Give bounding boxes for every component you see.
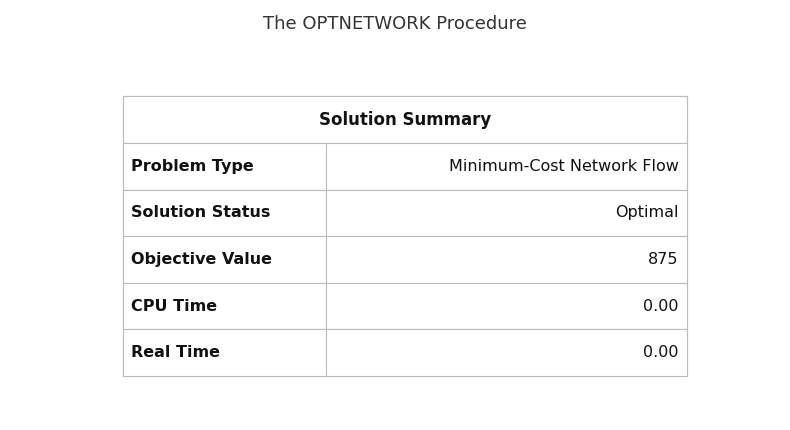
Text: 875: 875 [648, 252, 679, 267]
FancyBboxPatch shape [123, 96, 687, 143]
FancyBboxPatch shape [326, 236, 687, 283]
Text: Solution Summary: Solution Summary [318, 111, 491, 129]
FancyBboxPatch shape [326, 190, 687, 236]
FancyBboxPatch shape [123, 143, 326, 190]
FancyBboxPatch shape [123, 96, 687, 376]
FancyBboxPatch shape [326, 329, 687, 376]
Text: Problem Type: Problem Type [131, 159, 254, 174]
FancyBboxPatch shape [326, 283, 687, 329]
Text: 0.00: 0.00 [643, 345, 679, 360]
Text: 0.00: 0.00 [643, 298, 679, 313]
Text: Minimum-Cost Network Flow: Minimum-Cost Network Flow [449, 159, 679, 174]
FancyBboxPatch shape [123, 283, 326, 329]
Text: Objective Value: Objective Value [131, 252, 273, 267]
Text: The OPTNETWORK Procedure: The OPTNETWORK Procedure [263, 15, 527, 33]
FancyBboxPatch shape [123, 236, 326, 283]
Text: Real Time: Real Time [131, 345, 220, 360]
Text: CPU Time: CPU Time [131, 298, 217, 313]
FancyBboxPatch shape [123, 329, 326, 376]
Text: Solution Status: Solution Status [131, 206, 270, 220]
Text: Optimal: Optimal [615, 206, 679, 220]
FancyBboxPatch shape [326, 143, 687, 190]
FancyBboxPatch shape [123, 190, 326, 236]
